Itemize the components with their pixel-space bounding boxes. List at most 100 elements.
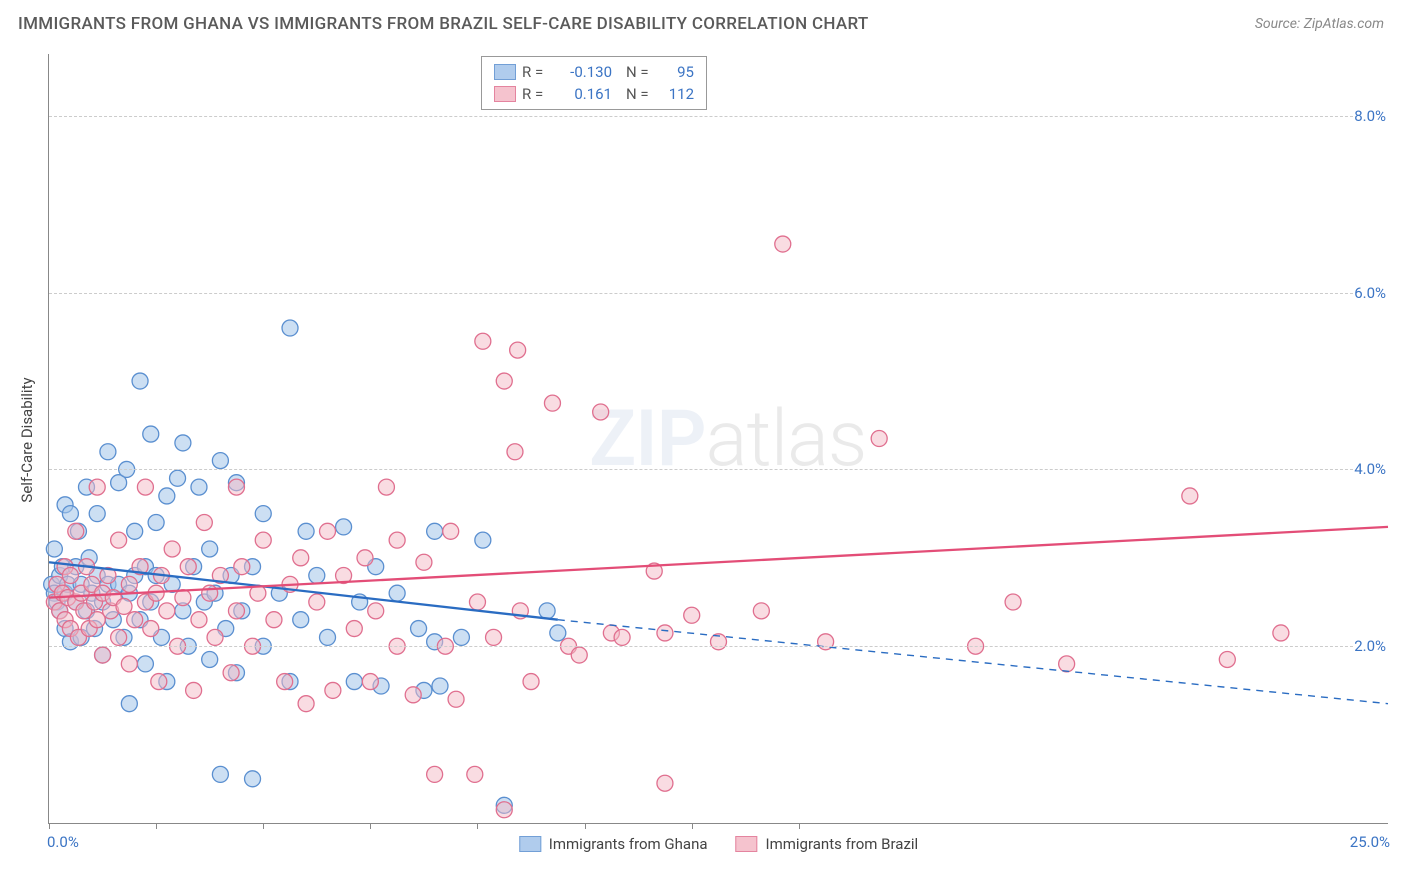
y-axis-title: Self-Care Disability (18, 377, 36, 502)
data-point (871, 431, 887, 447)
data-point (121, 696, 137, 712)
data-point (148, 514, 164, 530)
data-point (62, 506, 78, 522)
data-point (277, 674, 293, 690)
source-attribution: Source: ZipAtlas.com (1255, 16, 1384, 32)
x-tick (156, 823, 157, 829)
data-point (432, 678, 448, 694)
data-point (657, 775, 673, 791)
data-point (137, 479, 153, 495)
data-point (207, 629, 223, 645)
data-point (448, 691, 464, 707)
data-point (467, 766, 483, 782)
data-point (523, 674, 539, 690)
data-point (121, 576, 137, 592)
data-point (191, 479, 207, 495)
x-axis-max-label: 25.0% (1350, 833, 1390, 851)
data-point (137, 656, 153, 672)
data-point (159, 603, 175, 619)
x-tick (477, 823, 478, 829)
data-point (507, 444, 523, 460)
data-point (127, 612, 143, 628)
data-point (346, 674, 362, 690)
data-point (245, 771, 261, 787)
x-axis-min-label: 0.0% (47, 833, 79, 851)
data-point (89, 479, 105, 495)
data-point (453, 629, 469, 645)
legend-series: Immigrants from Ghana Immigrants from Br… (519, 835, 918, 853)
data-point (175, 435, 191, 451)
data-point (378, 479, 394, 495)
chart-svg (49, 54, 1388, 823)
data-point (336, 519, 352, 535)
data-point (175, 590, 191, 606)
data-point (309, 568, 325, 584)
data-point (293, 612, 309, 628)
data-point (571, 647, 587, 663)
data-point (223, 665, 239, 681)
data-point (775, 236, 791, 252)
gridline (49, 469, 1388, 470)
data-point (357, 550, 373, 566)
data-point (116, 598, 132, 614)
data-point (89, 506, 105, 522)
data-point (143, 621, 159, 637)
chart-title: IMMIGRANTS FROM GHANA VS IMMIGRANTS FROM… (18, 14, 869, 34)
data-point (111, 629, 127, 645)
legend-item: Immigrants from Ghana (519, 835, 708, 853)
data-point (411, 621, 427, 637)
data-point (346, 621, 362, 637)
data-point (191, 612, 207, 628)
data-point (132, 373, 148, 389)
legend-stats-row: R = -0.130 N = 95 (494, 61, 694, 83)
legend-stats: R = -0.130 N = 95 R = 0.161 N = 112 (481, 56, 707, 110)
data-point (496, 802, 512, 818)
data-point (1059, 656, 1075, 672)
data-point (298, 523, 314, 539)
data-point (164, 541, 180, 557)
data-point (202, 541, 218, 557)
data-point (416, 554, 432, 570)
x-tick (370, 823, 371, 829)
data-point (121, 656, 137, 672)
legend-stats-row: R = 0.161 N = 112 (494, 83, 694, 105)
data-point (159, 488, 175, 504)
data-point (405, 687, 421, 703)
data-point (293, 550, 309, 566)
swatch-series-b (494, 86, 516, 102)
data-point (170, 470, 186, 486)
y-tick-label: 4.0% (1354, 460, 1390, 478)
data-point (234, 559, 250, 575)
data-point (127, 523, 143, 539)
swatch-series-a (494, 64, 516, 80)
data-point (320, 629, 336, 645)
data-point (1005, 594, 1021, 610)
data-point (320, 523, 336, 539)
gridline (49, 646, 1388, 647)
y-tick-label: 6.0% (1354, 284, 1390, 302)
x-tick (263, 823, 264, 829)
y-tick-label: 8.0% (1354, 107, 1390, 125)
data-point (550, 625, 566, 641)
data-point (325, 682, 341, 698)
data-point (443, 523, 459, 539)
data-point (486, 629, 502, 645)
data-point (593, 404, 609, 420)
data-point (684, 607, 700, 623)
data-point (475, 532, 491, 548)
data-point (368, 603, 384, 619)
data-point (544, 395, 560, 411)
data-point (496, 373, 512, 389)
data-point (151, 674, 167, 690)
data-point (202, 585, 218, 601)
data-point (427, 766, 443, 782)
data-point (389, 532, 405, 548)
data-point (202, 651, 218, 667)
data-point (100, 444, 116, 460)
data-point (228, 479, 244, 495)
data-point (298, 696, 314, 712)
data-point (46, 541, 62, 557)
data-point (475, 333, 491, 349)
x-tick (585, 823, 586, 829)
data-point (539, 603, 555, 619)
